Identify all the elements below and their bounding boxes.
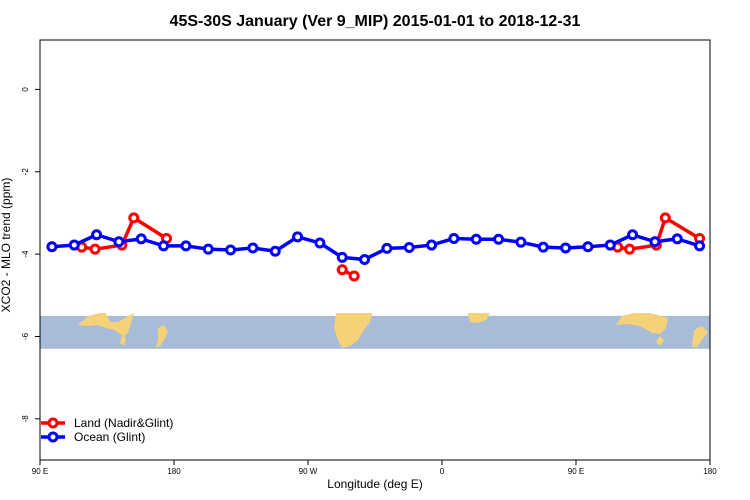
series-1-point-0-29 — [694, 240, 706, 252]
series-1-point-0-7 — [202, 243, 214, 255]
series-1-point-0-18 — [448, 232, 460, 244]
series-1-point-0-16 — [403, 242, 415, 254]
series-1-point-0-25 — [604, 239, 616, 251]
x-tick-label-1: 180 — [167, 467, 181, 476]
series-1-point-0-6 — [180, 240, 192, 252]
map-land-1 — [120, 335, 126, 346]
series-1-point-0-3 — [113, 236, 125, 248]
map-land-4 — [468, 313, 490, 323]
y-tick-label-0: 0 — [21, 87, 30, 92]
series-1-point-0-20 — [493, 233, 505, 245]
map-strip — [40, 313, 710, 349]
series-1-point-0-1 — [68, 239, 80, 251]
x-tick-label-3: 0 — [440, 467, 445, 476]
series-1-point-0-0 — [46, 241, 58, 253]
series-1-point-0-5 — [158, 240, 170, 252]
series-1-point-0-21 — [515, 236, 527, 248]
x-tick-label-4: 90 E — [568, 467, 584, 476]
map-land-0 — [78, 313, 134, 336]
series-1-point-0-19 — [470, 233, 482, 245]
axes: 90 E 180 90 W 0 90 E 180 0 -2 -4 -6 -8 — [21, 87, 717, 476]
x-axis-label: Longitude (deg E) — [327, 477, 422, 491]
series-0-point-0-3 — [128, 212, 140, 224]
series-1 — [46, 229, 706, 265]
series-0-point-1-0 — [336, 264, 348, 276]
map-land-3 — [334, 313, 372, 348]
map-land-5 — [616, 313, 668, 334]
series-1-point-0-22 — [537, 241, 549, 253]
map-land-7 — [692, 326, 708, 348]
plot-frame — [39, 39, 711, 461]
series-1-point-0-2 — [91, 229, 103, 241]
series-1-point-0-15 — [381, 242, 393, 254]
map-ocean — [40, 315, 710, 349]
series-1-point-0-10 — [269, 245, 281, 257]
chart-marks — [46, 212, 706, 282]
series-1-point-0-12 — [314, 237, 326, 249]
y-tick-label-3: -6 — [21, 332, 30, 340]
series-1-point-0-8 — [225, 244, 237, 256]
series-1-point-0-14 — [359, 253, 371, 265]
series-1-point-0-27 — [649, 236, 661, 248]
series-1-point-0-11 — [292, 231, 304, 243]
series-0-point-2-3 — [659, 212, 671, 224]
series-1-line-0 — [51, 233, 701, 262]
y-tick-label-4: -8 — [21, 415, 30, 423]
legend: Land (Nadir&Glint)Ocean (Glint) — [41, 416, 173, 444]
series-1-point-0-24 — [582, 241, 594, 253]
map-land-2 — [156, 325, 168, 348]
series-1-point-0-4 — [135, 233, 147, 245]
map-land-6 — [656, 336, 664, 346]
legend-marker-1 — [47, 431, 59, 443]
legend-label-0: Land (Nadir&Glint) — [74, 416, 173, 430]
y-tick-label-1: -2 — [21, 168, 30, 176]
series-1-point-0-13 — [336, 251, 348, 263]
series-1-point-0-28 — [671, 233, 683, 245]
y-tick-label-2: -4 — [21, 250, 30, 258]
legend-marker-0 — [47, 417, 59, 429]
series-1-point-0-23 — [560, 242, 572, 254]
series-1-point-0-17 — [426, 239, 438, 251]
series-0-point-0-1 — [89, 243, 101, 255]
chart-title: 45S-30S January (Ver 9_MIP) 2015-01-01 t… — [170, 13, 581, 30]
y-axis-label: XCO2 - MLO trend (ppm) — [0, 178, 13, 313]
series-1-point-0-26 — [627, 229, 639, 241]
series-1-point-0-9 — [247, 242, 259, 254]
series-0-point-2-1 — [624, 243, 636, 255]
series-0-point-1-1 — [348, 270, 360, 282]
x-tick-label-5: 180 — [703, 467, 717, 476]
x-tick-label-0: 90 E — [32, 467, 48, 476]
x-tick-label-2: 90 W — [299, 467, 318, 476]
legend-label-1: Ocean (Glint) — [74, 430, 145, 444]
